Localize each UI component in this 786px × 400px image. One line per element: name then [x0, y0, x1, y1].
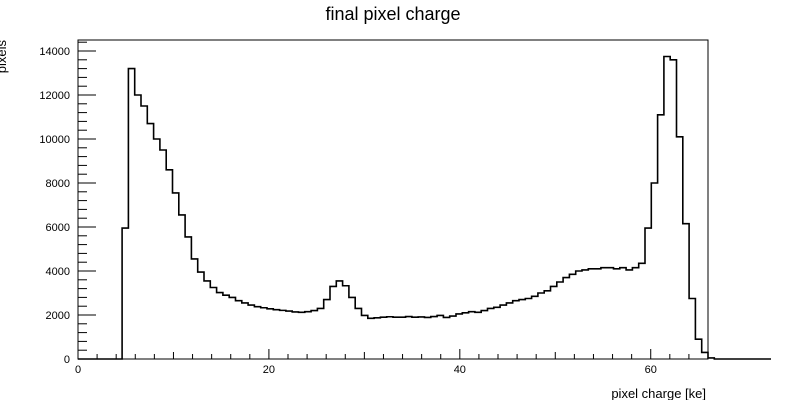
x-axis-label: pixel charge [ke]: [611, 386, 706, 400]
y-axis: 0 2000 4000 6000 8000 10000 12000 14000: [39, 41, 96, 366]
y-tick-label: 10000: [39, 134, 70, 146]
plot-frame: [77, 39, 709, 360]
y-tick-label: 0: [64, 354, 70, 366]
x-tick-label: 20: [263, 364, 275, 376]
y-axis-label: pixels: [0, 40, 9, 74]
histogram-series-line: [78, 55, 771, 360]
x-tick-label: 40: [454, 364, 466, 376]
y-tick-label: 6000: [46, 222, 70, 234]
x-axis: 0 20 40 60: [75, 349, 709, 376]
y-tick-label: 8000: [46, 178, 70, 190]
y-tick-label: 4000: [46, 266, 70, 278]
x-tick-label: 0: [75, 364, 81, 376]
chart-title: final pixel charge: [325, 4, 460, 24]
y-tick-label: 14000: [39, 46, 70, 58]
x-tick-label: 60: [645, 364, 657, 376]
y-tick-label: 2000: [46, 310, 70, 322]
y-tick-label: 12000: [39, 90, 70, 102]
